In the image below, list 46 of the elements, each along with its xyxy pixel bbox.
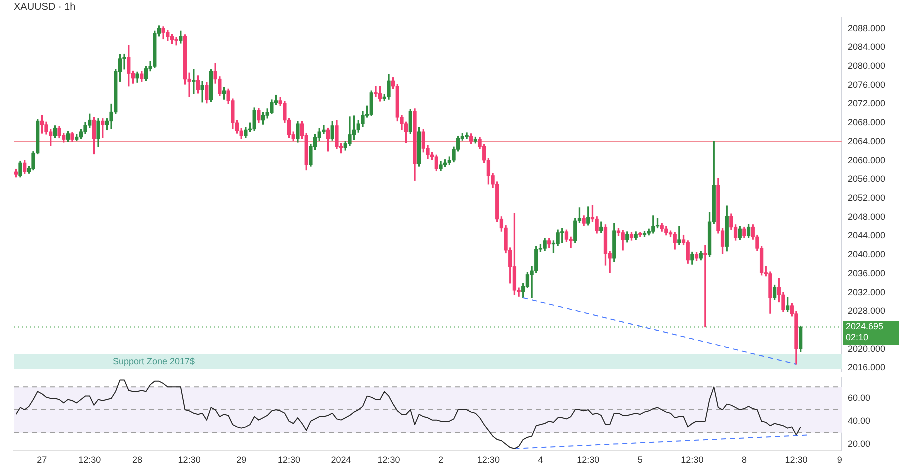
y-tick-label: 2084.000 — [848, 42, 886, 52]
x-tick-label: 4 — [538, 455, 544, 466]
x-tick-label: 2 — [438, 455, 444, 466]
candlestick — [704, 245, 708, 328]
y-tick-label: 2056.000 — [848, 174, 886, 184]
text: 02:10 — [846, 332, 869, 343]
x-tick-label: 29 — [236, 455, 247, 466]
y-tick-label: 2036.000 — [848, 268, 886, 278]
x-tick-label: 27 — [37, 455, 48, 466]
x-tick-label: 12:30 — [378, 455, 400, 466]
y-tick-label: 2080.000 — [848, 61, 886, 72]
y-tick-label: 60.00 — [848, 393, 871, 404]
x-tick-label: 12:30 — [681, 455, 704, 466]
chart-title: XAUUSD · 1h — [14, 2, 76, 13]
band-label: Support Zone 2017$ — [112, 356, 196, 366]
y-tick-label: 2032.000 — [848, 287, 886, 298]
y-tick-label: 2088.000 — [848, 23, 886, 34]
y-tick-label: 2068.000 — [848, 118, 886, 128]
ref-line-label: 2024.695 — [846, 322, 884, 332]
y-tick-label: 2064.000 — [848, 136, 886, 146]
y-tick-label: 2072.000 — [848, 98, 886, 109]
x-tick-label: 12:30 — [278, 455, 301, 466]
x-tick-label: 2024 — [331, 455, 352, 466]
x-tick-label: 8 — [742, 455, 747, 466]
y-tick-label: 2040.000 — [848, 250, 886, 260]
x-tick-label: 12:30 — [178, 455, 201, 466]
x-tick-label: 9 — [837, 455, 842, 466]
x-tick-label: 12:30 — [785, 455, 808, 466]
y-tick-label: 2048.000 — [848, 212, 886, 222]
x-tick-label: 12:30 — [477, 455, 500, 466]
y-tick-label: 2060.000 — [848, 155, 886, 166]
candlestick — [465, 132, 469, 140]
x-tick-label: 12:30 — [577, 455, 600, 466]
y-tick-label: 20.00 — [848, 438, 871, 449]
x-tick-label: 12:30 — [78, 455, 102, 466]
y-tick-label: 2016.000 — [848, 362, 886, 373]
y-tick-label: 2052.000 — [848, 193, 886, 204]
candlestick — [678, 226, 682, 246]
y-tick-label: 2020.000 — [848, 344, 886, 354]
y-tick-label: 2044.000 — [848, 230, 886, 241]
y-tick-label: 2028.000 — [848, 306, 886, 316]
x-tick-label: 28 — [132, 455, 143, 466]
y-tick-label: 40.00 — [848, 416, 871, 426]
candlestick — [174, 36, 178, 46]
y-tick-label: 2076.000 — [848, 80, 886, 90]
x-tick-label: 5 — [638, 455, 643, 466]
